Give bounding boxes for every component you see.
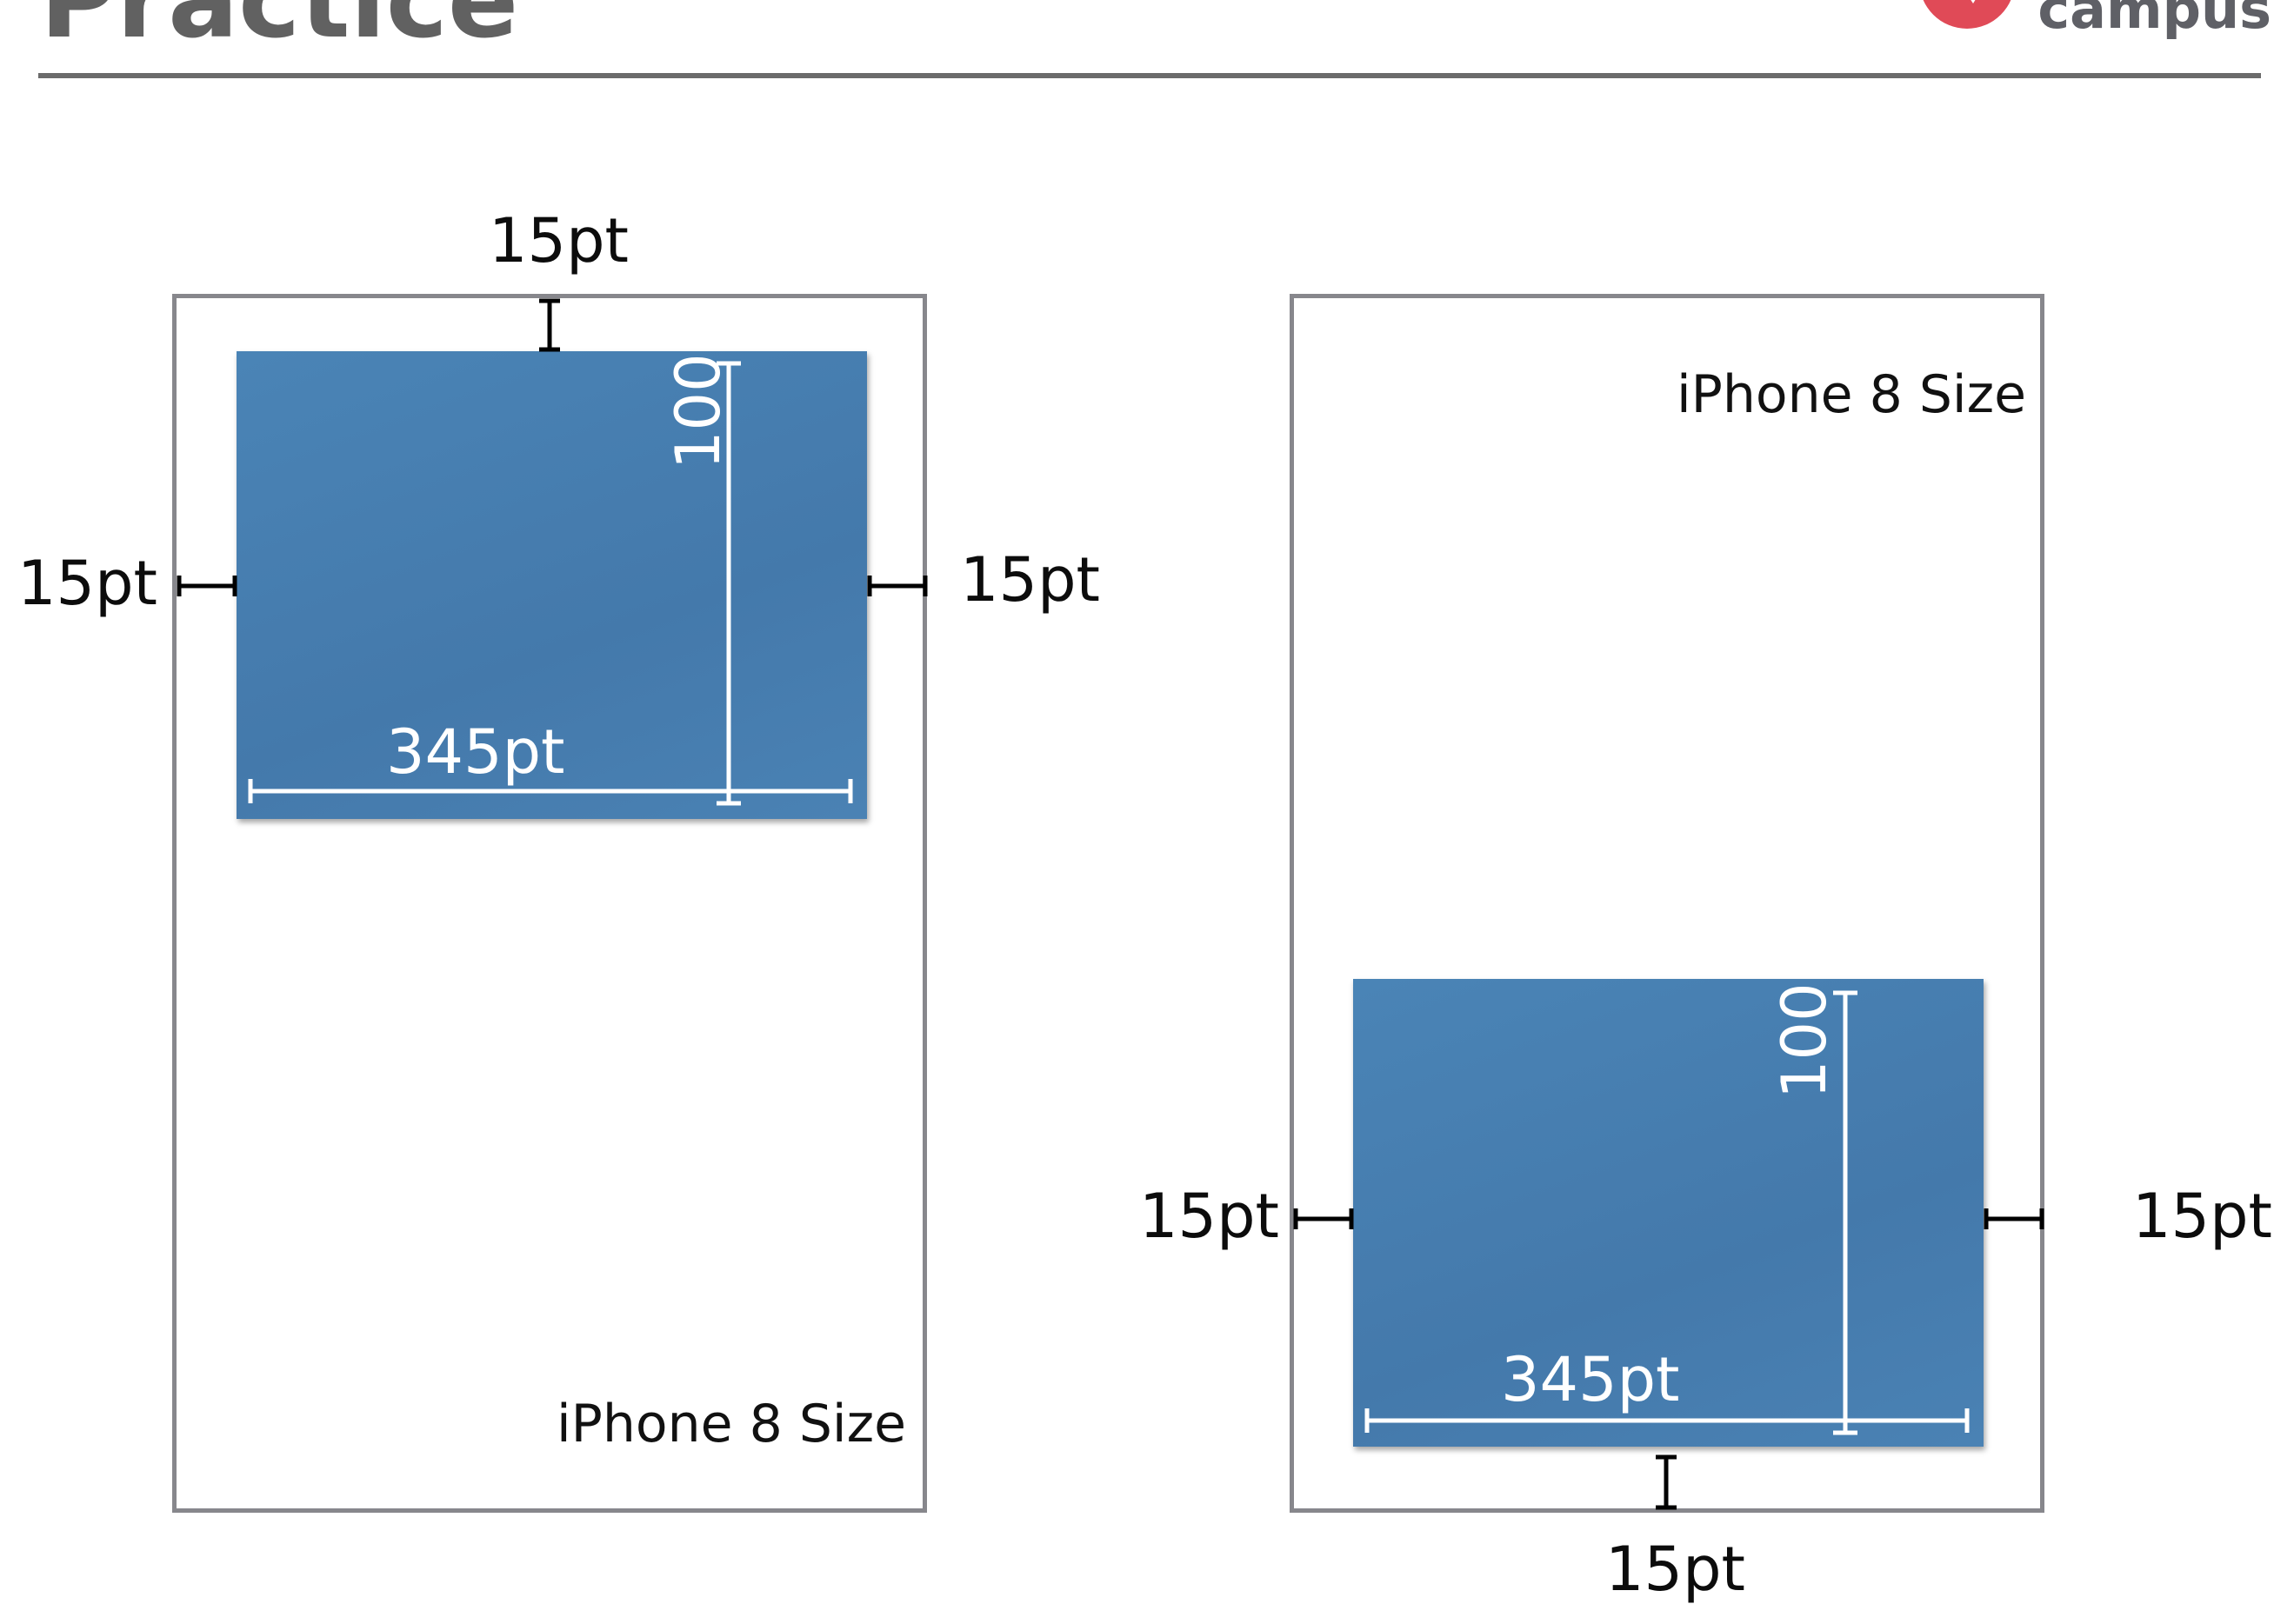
right-margin-bottom-marker [1656, 1454, 1677, 1510]
left-margin-left-marker [177, 576, 237, 596]
left-margin-top-label: 15pt [489, 205, 629, 276]
brand-logo: campus [1919, 0, 2271, 45]
left-box-width-line [248, 779, 853, 803]
brand-name: campus [2037, 0, 2271, 41]
right-box-width-label: 345pt [1501, 1344, 1680, 1415]
right-margin-right-label: 15pt [2132, 1181, 2272, 1252]
page-title: Practice [40, 0, 519, 62]
right-margin-left-label: 15pt [1139, 1181, 1279, 1252]
right-device-size-label: iPhone 8 Size [1677, 364, 2027, 425]
header-divider [38, 73, 2261, 78]
right-margin-left-marker [1293, 1208, 1354, 1229]
left-box-width-label: 345pt [386, 716, 565, 788]
left-margin-right-marker [867, 576, 928, 596]
right-blue-box [1353, 979, 1984, 1447]
left-device-size-label: iPhone 8 Size [557, 1394, 907, 1454]
left-margin-left-label: 15pt [17, 548, 157, 619]
right-margin-right-marker [1984, 1208, 2044, 1229]
left-margin-top-marker [539, 298, 560, 352]
brand-mark-icon [1924, 0, 2011, 29]
left-blue-box [237, 351, 867, 819]
left-box-height-line [717, 361, 741, 806]
right-margin-bottom-label: 15pt [1605, 1534, 1745, 1605]
right-box-width-line [1364, 1408, 1970, 1433]
left-margin-right-label: 15pt [960, 544, 1100, 616]
right-box-height-line [1833, 990, 1857, 1435]
